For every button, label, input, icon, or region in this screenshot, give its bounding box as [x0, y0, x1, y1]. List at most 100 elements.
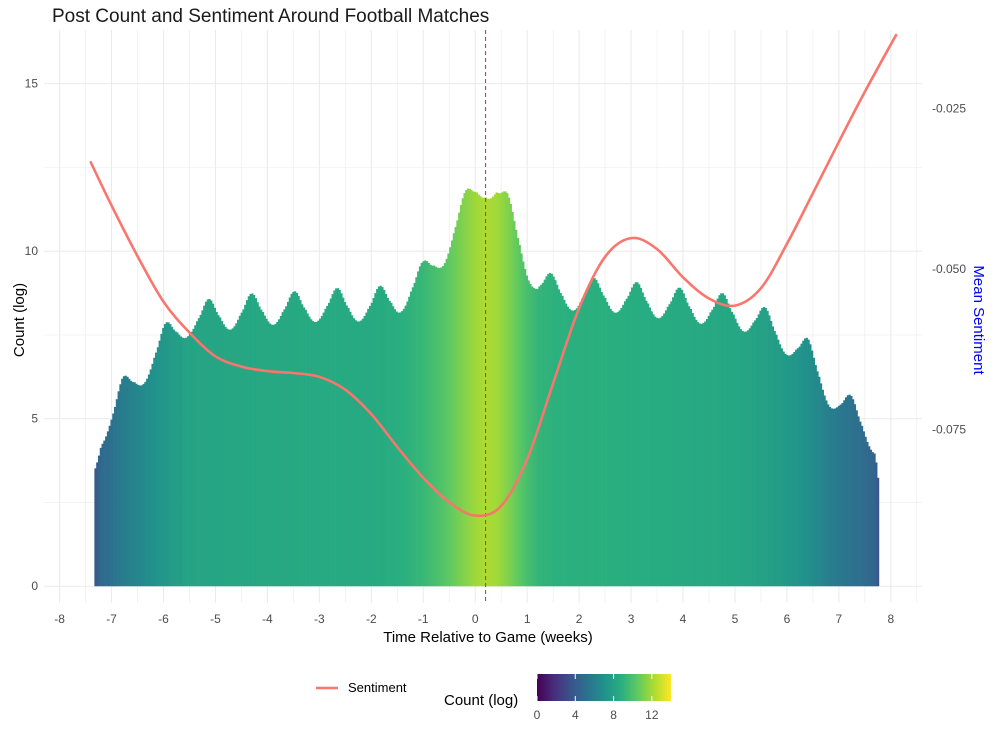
count-bar	[757, 314, 760, 587]
count-bar	[449, 247, 452, 587]
count-bar	[470, 190, 473, 587]
count-bar	[426, 261, 429, 587]
count-bar	[156, 347, 159, 587]
count-bar	[656, 317, 659, 587]
count-bar	[830, 408, 833, 587]
count-bar	[335, 288, 338, 587]
count-bar	[682, 293, 685, 587]
count-bar	[632, 284, 635, 587]
count-bar	[279, 315, 282, 587]
count-bar	[445, 258, 448, 587]
count-bar	[308, 316, 311, 587]
count-bar	[816, 371, 819, 587]
count-bar	[725, 298, 728, 587]
count-bar	[288, 297, 291, 587]
count-bar	[866, 441, 869, 587]
count-bar	[786, 355, 789, 587]
count-bar	[463, 193, 466, 587]
count-bar	[201, 310, 204, 587]
count-bar	[493, 194, 496, 587]
count-bar	[734, 318, 737, 587]
count-bar	[556, 284, 559, 587]
count-bar	[591, 278, 594, 587]
count-bar	[718, 295, 721, 587]
count-bar	[764, 307, 767, 587]
count-bar	[452, 233, 455, 587]
count-bar	[736, 322, 739, 587]
count-bar	[165, 322, 168, 587]
count-bar	[331, 294, 334, 587]
count-bar	[582, 295, 586, 587]
count-bar	[853, 404, 857, 587]
count-bar	[502, 191, 505, 587]
count-bar	[871, 452, 874, 587]
count-bar	[590, 280, 593, 587]
count-bar	[352, 318, 356, 587]
count-bar	[242, 309, 245, 587]
count-bar	[142, 384, 145, 587]
count-bar	[333, 290, 336, 587]
count-bar	[354, 320, 357, 587]
count-bar	[128, 378, 131, 587]
count-bar	[295, 292, 298, 587]
count-bar	[406, 301, 409, 587]
count-bar	[832, 408, 835, 587]
count-bar	[615, 312, 618, 587]
count-bar	[664, 310, 668, 587]
count-bar	[495, 192, 498, 587]
count-bar	[572, 310, 575, 587]
count-bar	[199, 314, 202, 587]
count-bar	[144, 381, 147, 587]
count-bar	[497, 193, 500, 587]
count-bar	[766, 310, 769, 587]
count-bar	[848, 394, 851, 587]
count-bar	[768, 315, 771, 587]
count-bar	[616, 312, 619, 587]
count-bar	[178, 334, 181, 587]
count-bar	[743, 331, 746, 587]
count-bar	[176, 332, 179, 587]
count-bar	[351, 315, 354, 587]
count-bar	[196, 321, 199, 587]
count-bar	[622, 304, 625, 587]
count-bar	[771, 326, 775, 587]
count-bar	[483, 197, 486, 587]
count-bar	[812, 357, 816, 587]
count-bar	[135, 383, 138, 587]
count-bar	[115, 399, 118, 587]
count-bar	[800, 343, 803, 587]
count-bars	[94, 188, 880, 587]
count-bar	[650, 311, 653, 587]
count-bar	[777, 339, 780, 587]
count-bar	[861, 425, 864, 587]
count-bar	[522, 261, 525, 587]
count-bar	[358, 321, 361, 587]
count-bar	[253, 295, 256, 587]
count-bar	[436, 267, 439, 587]
count-bar	[126, 376, 129, 587]
count-bar	[258, 306, 261, 587]
x-tick-label: -4	[262, 612, 273, 626]
count-bar	[286, 301, 290, 587]
count-bar	[839, 404, 842, 587]
count-bar	[467, 188, 470, 587]
count-bar	[809, 344, 812, 587]
count-bar	[540, 284, 543, 587]
x-tick-label: -8	[54, 612, 65, 626]
y-tick-label: 5	[31, 412, 38, 426]
count-bar	[789, 355, 792, 587]
count-bar	[775, 334, 778, 587]
count-bar	[820, 383, 823, 587]
count-bar	[226, 328, 229, 587]
x-tick-label: -7	[106, 612, 117, 626]
count-bar	[304, 309, 307, 587]
count-bar	[834, 408, 837, 587]
y2-axis-title: Mean Sentiment	[970, 265, 987, 375]
colorbar-tick-label: 0	[534, 708, 541, 722]
count-bar	[672, 297, 675, 587]
count-bar	[850, 395, 853, 587]
legend-sentiment-label: Sentiment	[348, 680, 407, 695]
count-bar	[408, 296, 411, 587]
count-bar	[818, 376, 821, 587]
count-bar	[155, 352, 158, 587]
